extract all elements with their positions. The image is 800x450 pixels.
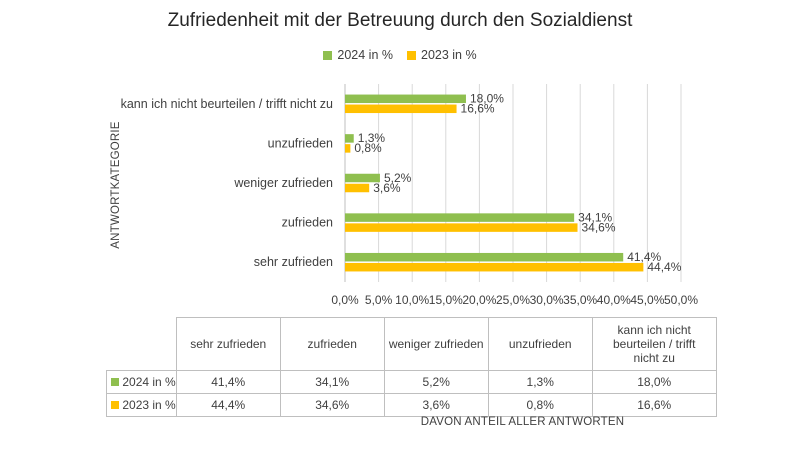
x-tick-label: 5,0%: [365, 293, 393, 307]
table-rowhead-2024: 2024 in %: [106, 370, 177, 394]
data-label: 1,3%: [358, 131, 386, 145]
legend-item-2024: 2024 in %: [323, 48, 393, 62]
table-cell: 44,4%: [175, 393, 281, 417]
x-tick-label: 20,0%: [462, 293, 496, 307]
x-tick-label: 0,0%: [331, 293, 359, 307]
category-label: sehr zufrieden: [254, 255, 333, 269]
bar-2023: [345, 223, 578, 232]
bar-2024: [345, 134, 354, 143]
chart-title: Zufriedenheit mit der Betreuung durch de…: [167, 10, 633, 31]
x-tick-label: 10,0%: [395, 293, 429, 307]
x-tick-label: 45,0%: [630, 293, 664, 307]
legend-label-2023: 2023 in %: [421, 48, 477, 62]
data-label: 16,6%: [461, 102, 495, 116]
table-corner: [106, 317, 177, 371]
table-cell: 18,0%: [591, 370, 717, 394]
category-label: weniger zufrieden: [233, 176, 333, 190]
x-tick-label: 50,0%: [664, 293, 698, 307]
bar-2024: [345, 94, 466, 104]
x-axis-title: DAVON ANTEIL ALLER ANTWORTEN: [420, 416, 625, 428]
legend-swatch-2024: [323, 50, 333, 60]
table-header-weniger-zufrieden: weniger zufrieden: [383, 317, 489, 371]
data-label: 41,4%: [627, 250, 661, 264]
data-label: 18,0%: [470, 92, 504, 106]
legend-swatch-2023: [407, 50, 416, 60]
legend-item-2023: 2023 in %: [407, 48, 477, 62]
table-header-sehr-zufrieden: sehr zufrieden: [175, 317, 281, 371]
bar-2023: [345, 262, 644, 272]
table-rowlabel-2024: 2024 in %: [122, 375, 176, 389]
data-label: 44,4%: [647, 260, 681, 274]
data-label: 0,8%: [354, 141, 382, 155]
data-table: sehr zufrieden zufrieden weniger zufried…: [106, 317, 717, 417]
x-tick-label: 15,0%: [429, 293, 463, 307]
bar-2023: [345, 104, 457, 114]
x-tick-label: 35,0%: [563, 293, 597, 307]
bar-chart: 0,0% 5,0% 10,0% 15,0% 20,0% 25,0% 30,0% 35,0% 40…: [121, 84, 698, 307]
table-cell: 34,6%: [279, 393, 385, 417]
bar-2024: [345, 213, 575, 222]
data-label: 34,6%: [582, 220, 616, 234]
table-cell: 16,6%: [591, 393, 717, 417]
bar-2023: [345, 183, 370, 193]
table-rowhead-2023: 2023 in %: [106, 393, 177, 417]
table-header-kann-nicht-beurteilen: kann ich nicht beurteilen / trifft nicht…: [591, 317, 717, 371]
data-label: 5,2%: [384, 171, 412, 185]
table-row-2024: 2024 in % 41,4% 34,1% 5,2% 1,3% 18,0%: [106, 370, 717, 394]
data-label: 3,6%: [373, 181, 401, 195]
bar-2023: [345, 144, 351, 153]
bar-2024: [345, 173, 380, 183]
category-label: unzufrieden: [268, 136, 333, 150]
table-header-zufrieden: zufrieden: [279, 317, 385, 371]
legend: 2024 in % 2023 in %: [0, 48, 800, 62]
table-cell: 1,3%: [487, 370, 593, 394]
table-cell: 0,8%: [487, 393, 593, 417]
x-tick-label: 25,0%: [496, 293, 530, 307]
table-row-2023: 2023 in % 44,4% 34,6% 3,6% 0,8% 16,6%: [106, 393, 717, 417]
table-cell: 41,4%: [175, 370, 281, 394]
table-swatch-2023: [111, 401, 119, 409]
category-label: kann ich nicht beurteilen / trifft nicht…: [121, 97, 333, 111]
table-cell: 5,2%: [383, 370, 489, 394]
legend-label-2024: 2024 in %: [337, 48, 393, 62]
x-tick-label: 40,0%: [597, 293, 631, 307]
x-tick-label: 30,0%: [530, 293, 564, 307]
table-cell: 34,1%: [279, 370, 385, 394]
category-label: zufrieden: [282, 216, 333, 230]
table-rowlabel-2023: 2023 in %: [122, 398, 176, 412]
table-header-unzufrieden: unzufrieden: [487, 317, 593, 371]
data-label: 34,1%: [578, 210, 612, 224]
table-swatch-2024: [111, 378, 119, 386]
bar-2024: [345, 252, 624, 262]
table-cell: 3,6%: [383, 393, 489, 417]
